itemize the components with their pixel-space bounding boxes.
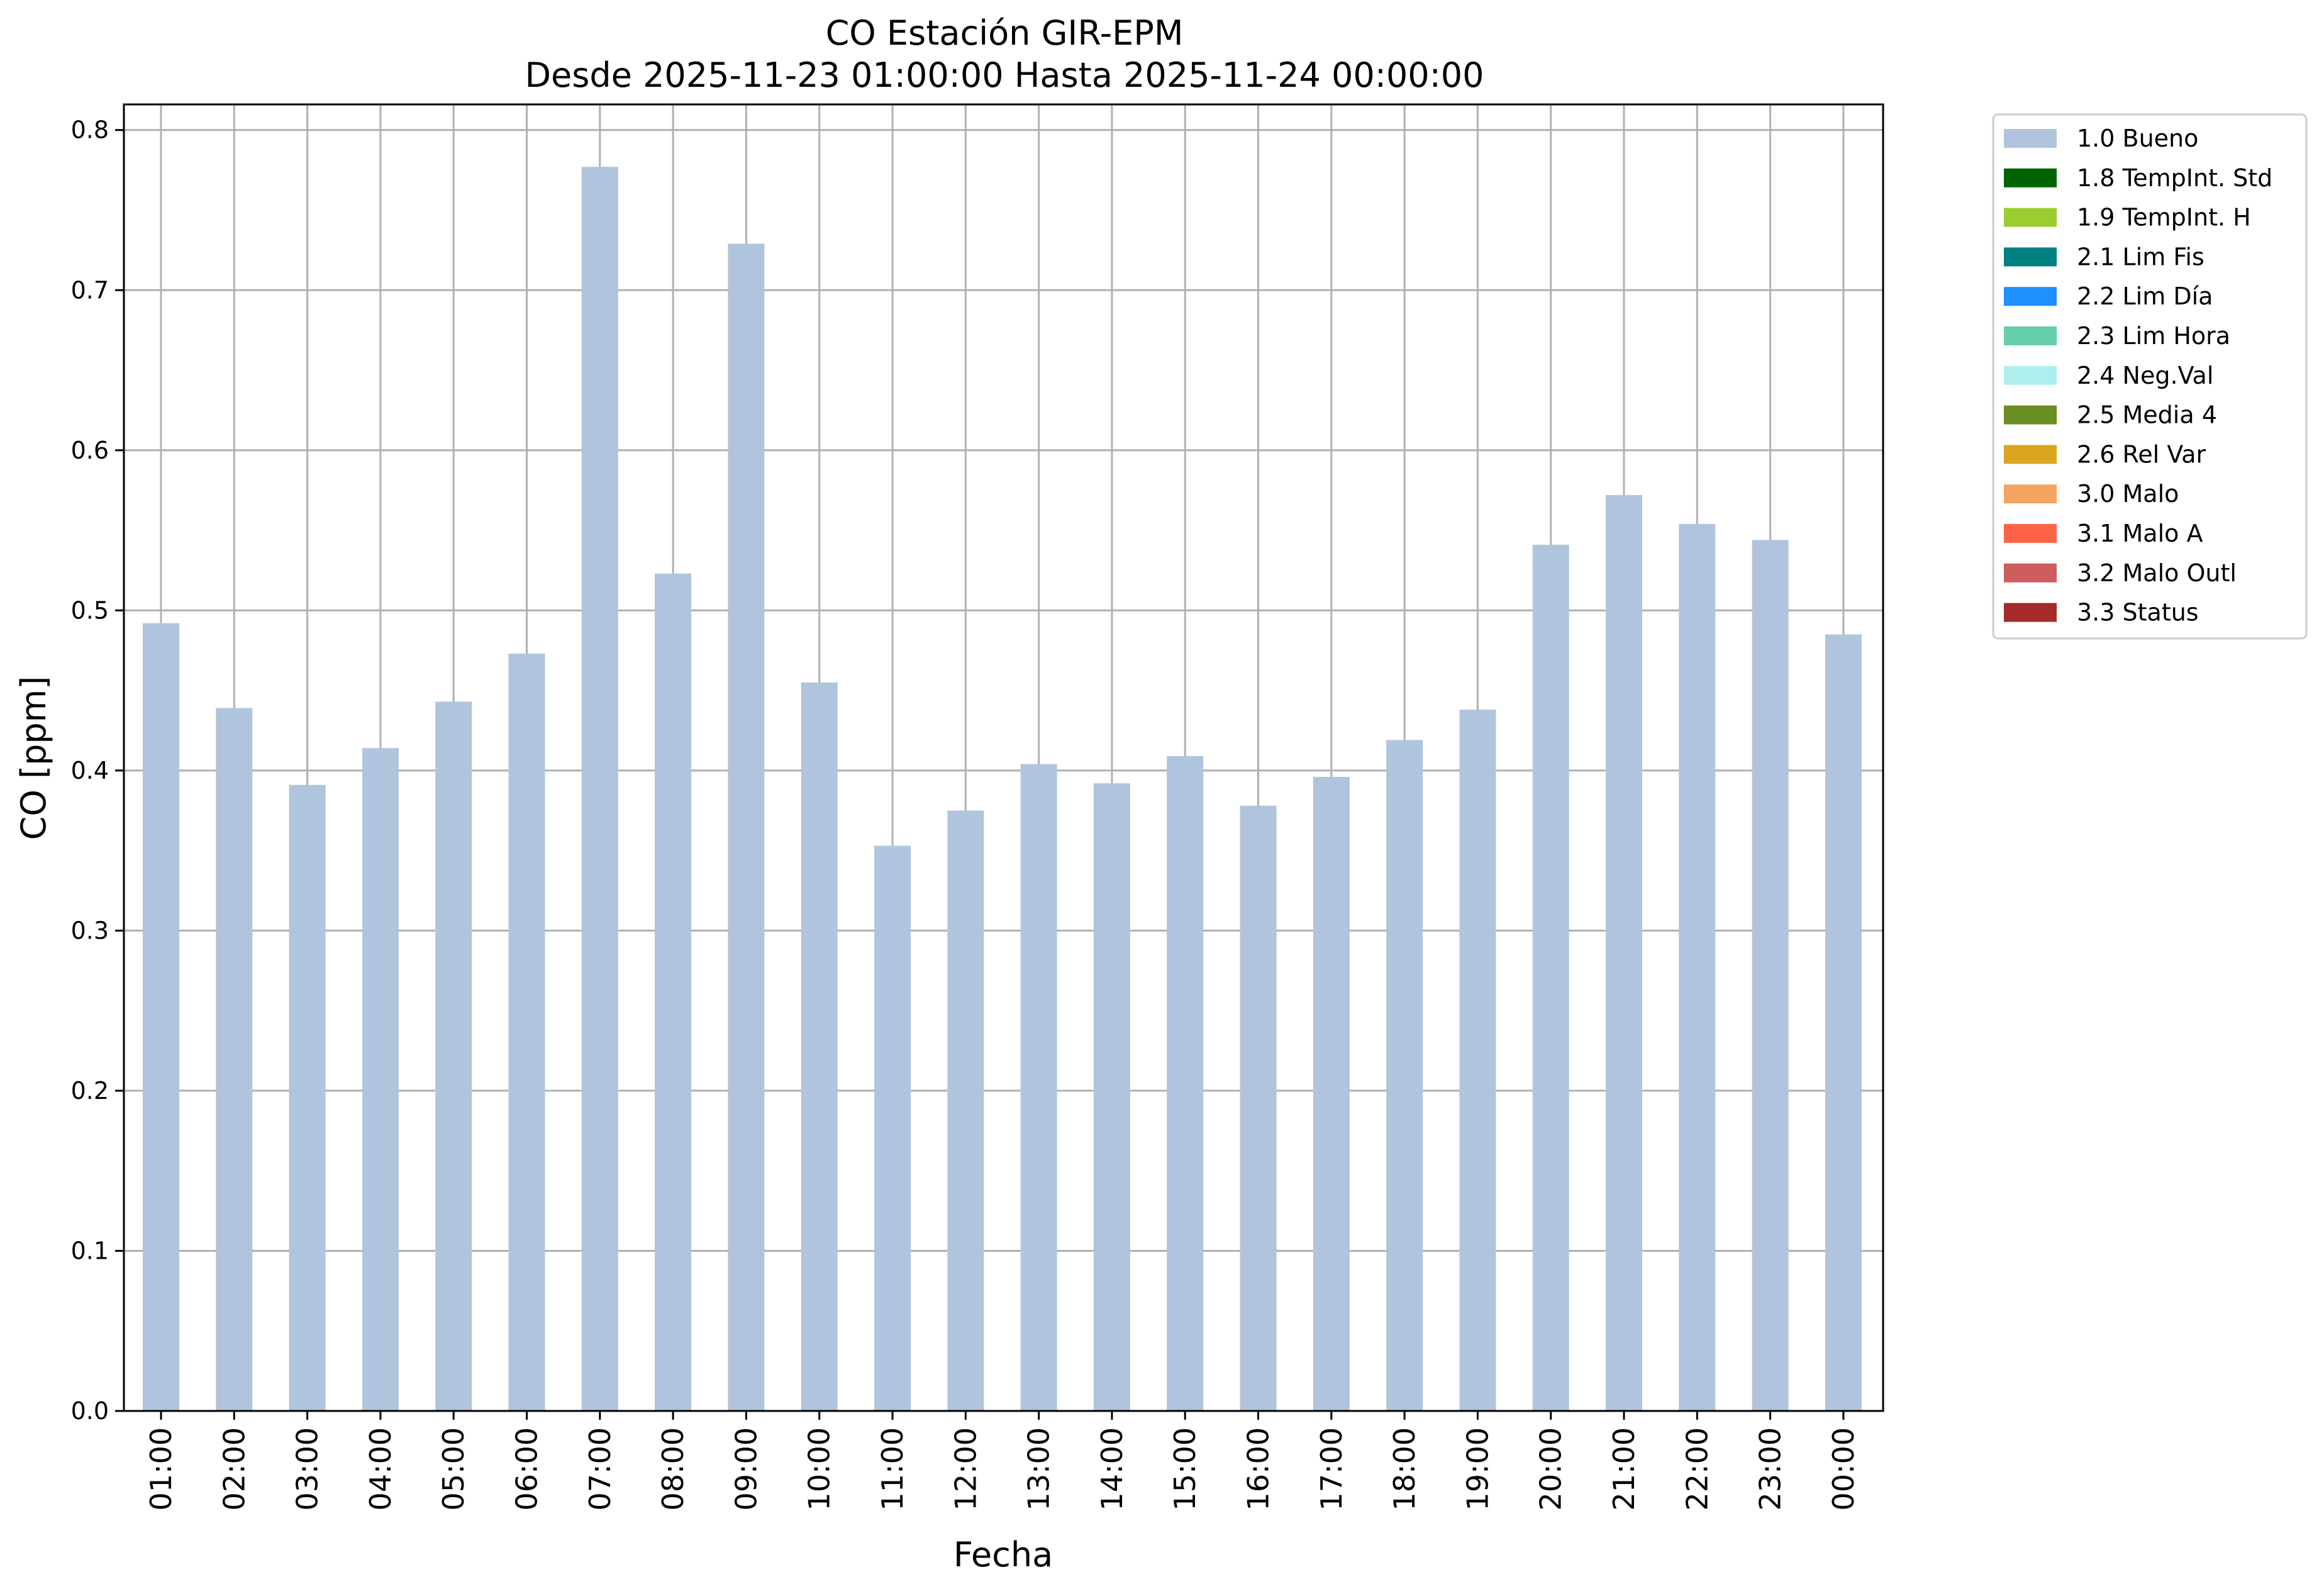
legend-swatch: [2004, 168, 2057, 187]
legend-swatch: [2004, 247, 2057, 267]
legend-label: 1.9 TempInt. H: [2077, 204, 2251, 231]
x-tick-label: 16:00: [1242, 1427, 1276, 1511]
bar-1100: [874, 845, 911, 1411]
bar-2000: [1532, 544, 1569, 1411]
y-tick-label: 0.0: [71, 1397, 109, 1425]
legend-label: 1.0 Bueno: [2077, 125, 2198, 152]
bar-1900: [1459, 710, 1496, 1411]
plot-frame: [123, 103, 1884, 1412]
legend-swatch: [2004, 287, 2057, 306]
bar-1300: [1020, 764, 1057, 1411]
x-tick-label: 07:00: [583, 1427, 617, 1511]
legend-label: 2.6 Rel Var: [2077, 440, 2206, 468]
x-tick-label: 06:00: [510, 1427, 544, 1511]
chart-subtitle: Desde 2025-11-23 01:00:00 Hasta 2025-11-…: [525, 55, 1484, 95]
legend-label: 3.0 Malo: [2077, 480, 2179, 508]
x-tick-label: 14:00: [1095, 1427, 1129, 1511]
bar-1500: [1167, 755, 1204, 1411]
legend-frame: [1992, 113, 2308, 640]
legend-label: 2.3 Lim Hora: [2077, 322, 2230, 350]
y-tick-label: 0.1: [71, 1237, 109, 1264]
bar-1400: [1093, 783, 1130, 1411]
bar-0000: [1825, 634, 1862, 1412]
legend-swatch: [2004, 445, 2057, 464]
y-tick-label: 0.7: [71, 276, 109, 304]
legend-label: 2.5 Media 4: [2077, 401, 2217, 429]
x-tick-label: 18:00: [1387, 1427, 1421, 1511]
legend-swatch: [2004, 524, 2057, 543]
x-tick-label: 15:00: [1168, 1427, 1202, 1511]
bar-0100: [143, 623, 179, 1411]
x-tick-label: 13:00: [1022, 1427, 1056, 1511]
y-tick-label: 0.2: [71, 1077, 109, 1105]
bar-2100: [1606, 495, 1642, 1411]
bar-1600: [1240, 805, 1277, 1411]
y-tick-label: 0.5: [71, 596, 109, 624]
chart-title: CO Estación GIR-EPM: [826, 13, 1184, 53]
bar-0900: [728, 243, 765, 1412]
legend-label: 3.1 Malo A: [2077, 520, 2203, 547]
legend: 1.0 Bueno 1.8 TempInt. Std 1.9 TempInt. H 2…: [1992, 113, 2308, 640]
y-axis-ticks: 0.0 0.1 0.2 0.3 0.4 0.5 0.6 0.7 0.8: [71, 116, 124, 1425]
bar-0300: [289, 784, 326, 1411]
x-tick-label: 01:00: [144, 1427, 178, 1511]
y-tick-label: 0.4: [71, 757, 109, 784]
legend-label: 3.3 Status: [2077, 599, 2199, 627]
bar-0400: [362, 748, 399, 1411]
bar-2200: [1679, 523, 1716, 1411]
bar-1000: [801, 682, 838, 1411]
bar-0700: [581, 167, 618, 1412]
legend-swatch: [2004, 603, 2057, 622]
legend-label: 1.8 TempInt. Std: [2077, 164, 2272, 192]
legend-label: 2.4 Neg.Val: [2077, 362, 2213, 389]
x-tick-label: 05:00: [436, 1427, 470, 1511]
legend-label: 2.2 Lim Día: [2077, 282, 2213, 310]
x-tick-label: 08:00: [656, 1427, 690, 1511]
x-tick-label: 23:00: [1754, 1427, 1787, 1511]
bar-1700: [1313, 777, 1350, 1411]
legend-label: 3.2 Malo Outl: [2077, 559, 2237, 587]
legend-label: 2.1 Lim Fis: [2077, 243, 2204, 270]
y-tick-label: 0.6: [71, 437, 109, 464]
x-tick-label: 19:00: [1460, 1427, 1494, 1511]
x-tick-label: 03:00: [291, 1427, 325, 1511]
x-axis-ticks: 01:00 02:00 03:00 04:00 05:00 06:00 07:00 08:00…: [144, 1411, 1860, 1511]
bar-0800: [655, 573, 692, 1411]
x-tick-label: 02:00: [217, 1427, 251, 1511]
x-axis-label: Fecha: [954, 1535, 1053, 1574]
legend-swatch: [2004, 208, 2057, 227]
bar-0200: [216, 708, 253, 1411]
bar-1200: [947, 810, 984, 1411]
bar-1800: [1386, 740, 1423, 1411]
legend-swatch: [2004, 326, 2057, 345]
bar-0600: [508, 654, 545, 1411]
legend-swatch: [2004, 365, 2057, 385]
x-tick-label: 20:00: [1534, 1427, 1568, 1511]
legend-swatch: [2004, 405, 2057, 425]
y-tick-label: 0.8: [71, 116, 109, 144]
x-tick-label: 09:00: [729, 1427, 763, 1511]
legend-swatch: [2004, 563, 2057, 582]
x-tick-label: 00:00: [1826, 1427, 1860, 1511]
legend-swatch: [2004, 484, 2057, 504]
bar-2300: [1752, 540, 1789, 1412]
bar-0500: [435, 701, 472, 1411]
x-tick-label: 22:00: [1680, 1427, 1714, 1511]
y-tick-label: 0.3: [71, 917, 109, 944]
x-tick-label: 10:00: [803, 1427, 837, 1511]
x-tick-label: 04:00: [364, 1427, 398, 1511]
x-tick-label: 11:00: [876, 1427, 909, 1511]
legend-swatch: [2004, 129, 2057, 148]
bars: [143, 167, 1862, 1412]
x-tick-label: 17:00: [1315, 1427, 1348, 1511]
y-axis-label: CO [ppm]: [14, 676, 53, 840]
x-tick-label: 21:00: [1607, 1427, 1641, 1511]
x-tick-label: 12:00: [948, 1427, 982, 1511]
